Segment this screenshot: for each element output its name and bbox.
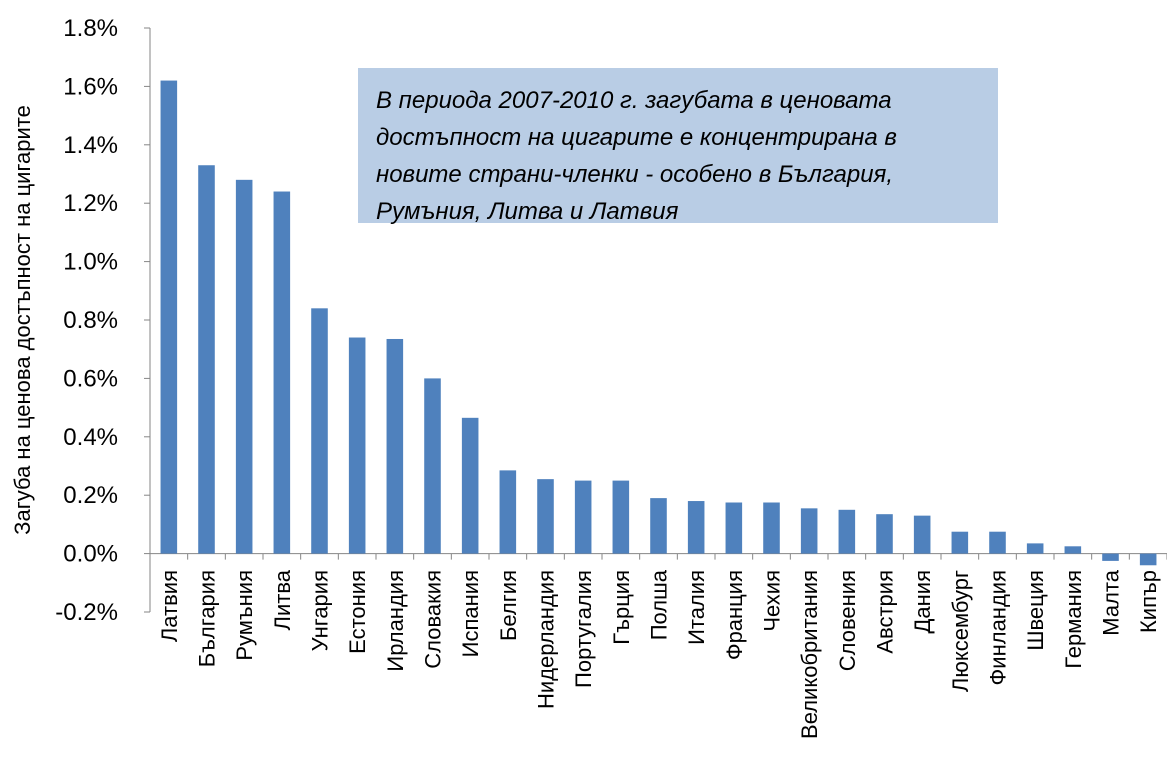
bar xyxy=(273,191,291,554)
bar xyxy=(160,80,178,554)
bar xyxy=(461,417,479,554)
x-category-label: Литва xyxy=(270,569,295,630)
bar xyxy=(386,338,404,554)
annotation-box: В периода 2007-2010 г. загубата в ценова… xyxy=(358,68,998,225)
x-category-label: Чехия xyxy=(760,570,785,632)
bar xyxy=(235,179,253,554)
bar xyxy=(198,165,215,554)
y-tick-label: 0.2% xyxy=(63,482,118,509)
x-category-label: Естония xyxy=(345,570,370,654)
bar xyxy=(499,470,517,554)
x-category-label: Франция xyxy=(722,570,747,660)
x-category-label: Италия xyxy=(684,570,709,645)
bar xyxy=(650,498,667,554)
bar xyxy=(800,508,818,554)
x-category-label: Нидерландия xyxy=(534,570,559,709)
bar xyxy=(1102,553,1119,561)
bar xyxy=(612,480,630,554)
y-tick-label: 0.0% xyxy=(63,541,118,568)
annotation-text: В периода 2007-2010 г. загубата в ценова… xyxy=(376,87,897,225)
x-category-label: Словакия xyxy=(421,570,446,669)
y-tick-label: 1.8% xyxy=(63,15,118,42)
x-category-label: Полша xyxy=(647,569,672,640)
y-tick-label: 1.2% xyxy=(63,190,118,217)
y-tick-label: 1.6% xyxy=(63,73,118,100)
x-category-label: Ирландия xyxy=(383,570,408,672)
bar xyxy=(311,308,328,554)
bar xyxy=(725,502,743,554)
x-category-label: България xyxy=(195,570,220,667)
y-tick-label: 0.8% xyxy=(63,307,118,334)
x-category-label: Великобритания xyxy=(797,570,822,739)
y-tick-label: 1.4% xyxy=(63,132,118,159)
x-category-label: Гърция xyxy=(609,570,634,645)
x-category-label: Германия xyxy=(1061,570,1086,669)
bar xyxy=(913,515,931,554)
bar xyxy=(574,480,592,554)
y-tick-label: 0.6% xyxy=(63,365,118,392)
x-category-label: Словения xyxy=(835,570,860,671)
bar xyxy=(424,378,441,554)
bar xyxy=(763,502,780,554)
bar xyxy=(687,501,705,554)
x-category-label: Кипър xyxy=(1136,570,1161,633)
bar xyxy=(348,337,366,554)
x-category-label: Дания xyxy=(910,570,935,634)
y-tick-label: 0.4% xyxy=(63,424,118,451)
x-category-label: Белгия xyxy=(496,570,521,641)
x-category-label: Португалия xyxy=(571,570,596,688)
bar xyxy=(989,531,1006,554)
y-tick-label: -0.2% xyxy=(55,599,118,626)
bar xyxy=(876,514,893,554)
x-category-label: Люксембург xyxy=(948,570,973,692)
bar xyxy=(1026,543,1044,554)
bar xyxy=(951,531,969,554)
bar xyxy=(537,479,554,554)
x-category-label: Унгария xyxy=(308,570,333,651)
x-category-label: Испания xyxy=(458,570,483,657)
x-category-label: Австрия xyxy=(873,570,898,654)
y-axis-title: Загуба на ценова достъпност на цигарите xyxy=(10,105,35,535)
bar xyxy=(1064,546,1082,554)
x-category-label: Финландия xyxy=(986,570,1011,685)
x-category-label: Швеция xyxy=(1023,570,1048,651)
x-category-label: Малта xyxy=(1099,569,1124,635)
bar xyxy=(838,509,856,554)
x-category-label: Латвия xyxy=(157,570,182,642)
bar xyxy=(1139,553,1157,566)
y-tick-label: 1.0% xyxy=(63,249,118,276)
x-category-label: Румъния xyxy=(232,570,257,661)
